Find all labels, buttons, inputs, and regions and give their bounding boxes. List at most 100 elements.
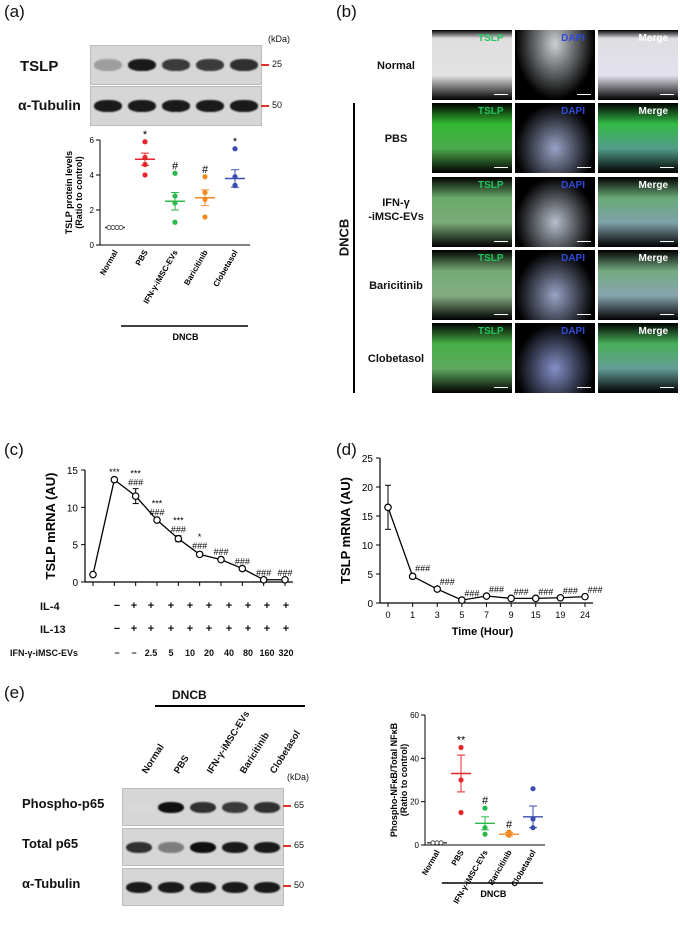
y-tick-label: 5 bbox=[367, 570, 373, 581]
channel-label: TSLP bbox=[478, 180, 504, 191]
scale-bar bbox=[494, 166, 508, 168]
row-label: Baricitinib bbox=[369, 280, 423, 292]
table-cell: + bbox=[147, 600, 155, 612]
dncb-line-e bbox=[155, 705, 305, 707]
channel-label: TSLP bbox=[478, 326, 504, 337]
x-tick-label: PBS bbox=[134, 248, 150, 267]
y-tick-label: 20 bbox=[362, 483, 374, 494]
significance-label: ### bbox=[235, 556, 250, 566]
y-tick-label: 10 bbox=[362, 541, 374, 552]
row-label: Clobetasol bbox=[367, 353, 425, 365]
significance-label: *** bbox=[130, 469, 141, 479]
data-point bbox=[202, 174, 208, 180]
micrograph-panel: TSLP bbox=[432, 250, 512, 320]
channel-label: Merge bbox=[638, 326, 668, 337]
blot-strip-tslp bbox=[90, 45, 262, 85]
data-point bbox=[482, 805, 488, 811]
significance-label: # bbox=[172, 160, 179, 172]
table-cell: + bbox=[225, 600, 233, 612]
y-tick-label: 25 bbox=[362, 454, 374, 465]
lane-label: Clobetasol bbox=[268, 728, 304, 776]
data-point bbox=[384, 503, 392, 512]
significance-label: ### bbox=[514, 587, 529, 597]
data-point bbox=[202, 214, 208, 220]
blot-strip bbox=[122, 868, 284, 906]
panel-label-a: (a) bbox=[4, 2, 25, 21]
blot-band bbox=[128, 100, 156, 113]
x-tick-label: 24 bbox=[580, 610, 590, 620]
data-point bbox=[142, 161, 148, 168]
scale-bar bbox=[577, 313, 591, 315]
data-point bbox=[217, 555, 225, 564]
data-point bbox=[433, 585, 442, 593]
table-cell: + bbox=[205, 623, 213, 635]
scale-bar bbox=[494, 313, 508, 315]
blot-band bbox=[254, 841, 280, 854]
row-label: Normal bbox=[377, 60, 415, 72]
table-cell: − bbox=[113, 600, 121, 612]
blot-strip bbox=[122, 788, 284, 826]
micrograph-panel: DAPI bbox=[515, 177, 595, 247]
table-cell: + bbox=[263, 600, 271, 612]
panel-label-b: (b) bbox=[336, 2, 357, 21]
data-point bbox=[530, 786, 536, 792]
blot-band bbox=[254, 801, 280, 814]
data-point bbox=[172, 219, 178, 225]
data-point bbox=[202, 196, 208, 203]
marker-tick bbox=[283, 885, 291, 887]
y-tick-label: 0 bbox=[415, 841, 420, 850]
group-label: DNCB bbox=[173, 332, 199, 342]
channel-label: DAPI bbox=[561, 326, 585, 337]
significance-label: ### bbox=[256, 568, 271, 578]
scale-bar bbox=[660, 93, 674, 95]
table-cell: + bbox=[225, 623, 233, 635]
data-point bbox=[131, 492, 140, 500]
data-point bbox=[556, 593, 565, 602]
data-point bbox=[232, 146, 238, 152]
data-point bbox=[172, 170, 178, 176]
x-tick-label: PBS bbox=[450, 848, 466, 867]
data-point bbox=[238, 564, 247, 573]
table-cell: 2.5 bbox=[144, 648, 158, 658]
y-tick-label: 4 bbox=[90, 171, 95, 180]
micrograph-panel: Merge bbox=[598, 177, 678, 247]
dncb-label-b: DNCB bbox=[336, 218, 352, 257]
table-cell: + bbox=[147, 623, 155, 635]
table-cell: + bbox=[205, 600, 213, 612]
significance-label: *** bbox=[109, 467, 120, 477]
table-cell: + bbox=[130, 623, 138, 635]
panel-label-c: (c) bbox=[4, 440, 24, 459]
channel-label: TSLP bbox=[478, 106, 504, 117]
data-point bbox=[110, 475, 119, 484]
y-axis-title: TSLP mRNA (AU) bbox=[43, 473, 58, 580]
blot-band bbox=[222, 881, 248, 894]
table-cell: + bbox=[186, 600, 194, 612]
x-tick-label: Normal bbox=[420, 849, 442, 877]
table-cell: + bbox=[244, 600, 252, 612]
blot-band bbox=[196, 59, 224, 72]
data-point bbox=[114, 225, 120, 230]
table-cell: − bbox=[113, 623, 121, 635]
significance-label: ### bbox=[440, 577, 455, 587]
significance-label: ### bbox=[128, 478, 143, 488]
micrograph-panel: DAPI bbox=[515, 30, 595, 100]
data-point bbox=[531, 594, 540, 603]
scale-bar bbox=[577, 386, 591, 388]
series-line bbox=[92, 478, 285, 581]
data-point bbox=[142, 172, 148, 178]
x-tick-label: 0 bbox=[385, 610, 390, 620]
blot-band bbox=[126, 881, 152, 894]
scale-bar bbox=[494, 240, 508, 242]
blot-band bbox=[128, 59, 156, 72]
blot-band bbox=[190, 841, 216, 854]
lane-label: PBS bbox=[172, 753, 192, 776]
significance-label: ### bbox=[192, 541, 207, 551]
blot-band bbox=[230, 59, 258, 72]
dncb-label-e: DNCB bbox=[172, 688, 207, 702]
factor-label: IFN-γ-iMSC-EVs bbox=[10, 648, 79, 658]
y-tick-label: 6 bbox=[90, 136, 95, 145]
significance-label: # bbox=[202, 164, 209, 176]
blot-label-tubulin-a: α-Tubulin bbox=[18, 97, 81, 113]
data-point bbox=[530, 816, 536, 822]
